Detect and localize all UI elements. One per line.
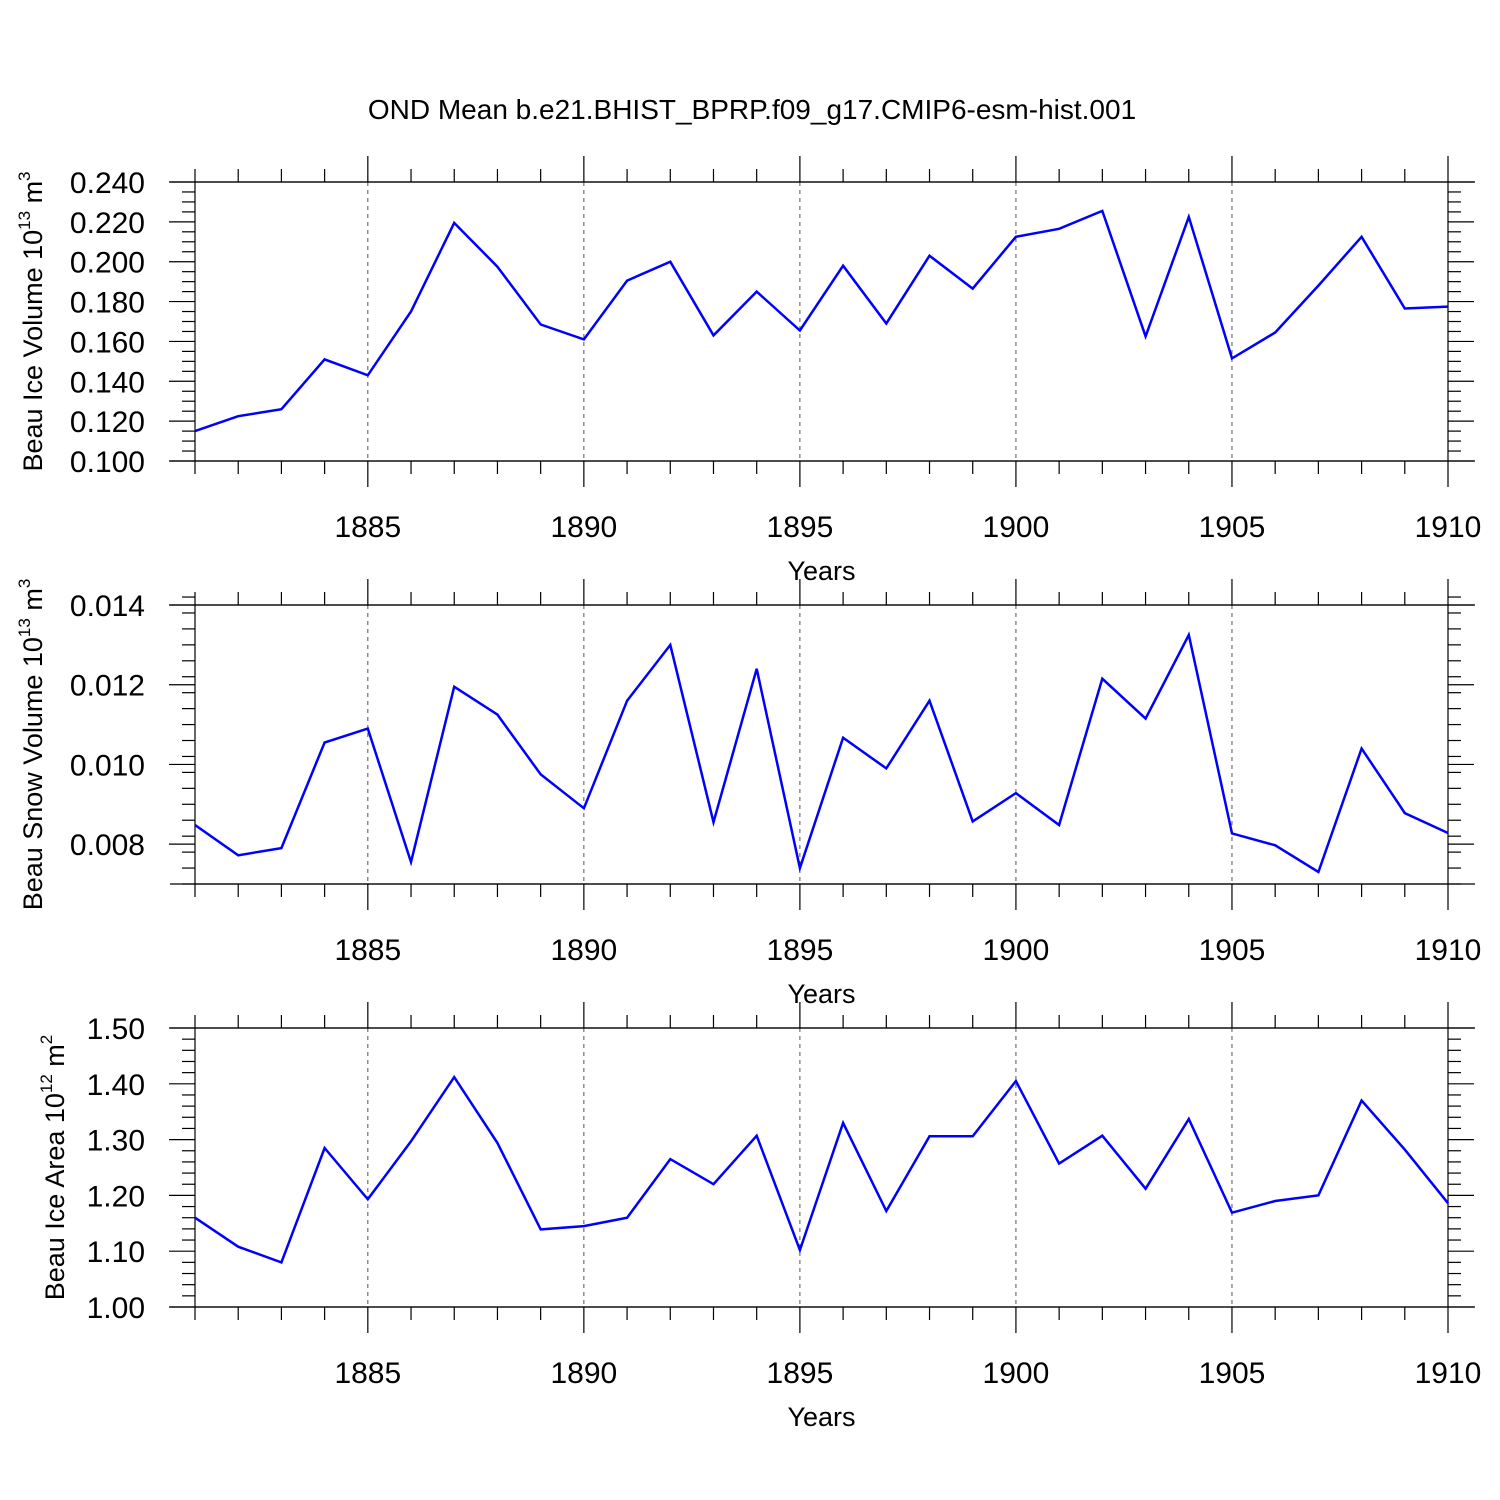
x-tick-label: 1890: [550, 934, 617, 967]
y-tick-label: 1.00: [87, 1292, 145, 1325]
y-label-unit-exponent: 3: [15, 579, 34, 588]
y-axis-label: Beau Ice Volume 1013 m3: [15, 171, 48, 471]
x-tick-label: 1885: [334, 1357, 401, 1390]
y-label-text: Beau Ice Volume 10: [18, 230, 48, 472]
x-axis-label: Years: [787, 556, 855, 586]
x-axis-label: Years: [787, 979, 855, 1009]
y-tick-label: 0.220: [70, 207, 145, 240]
x-tick-label: 1910: [1415, 511, 1482, 544]
y-tick-label: 0.140: [70, 366, 145, 399]
x-tick-label: 1885: [334, 511, 401, 544]
x-tick-label: 1905: [1199, 934, 1266, 967]
y-tick-label: 0.160: [70, 326, 145, 359]
y-label-unit-exponent: 3: [15, 171, 34, 180]
y-label-unit: m: [18, 181, 48, 211]
y-axis-label: Beau Snow Volume 1013 m3: [15, 579, 48, 911]
y-label-exponent: 12: [37, 1074, 56, 1093]
x-tick-label: 1900: [983, 1357, 1050, 1390]
x-tick-label: 1900: [983, 934, 1050, 967]
y-label-unit: m: [40, 1044, 70, 1074]
x-tick-label: 1895: [767, 934, 834, 967]
x-tick-label: 1910: [1415, 934, 1482, 967]
y-label-unit-exponent: 2: [37, 1035, 56, 1044]
y-label-unit: m: [18, 588, 48, 618]
y-tick-label: 1.30: [87, 1125, 145, 1158]
x-tick-label: 1900: [983, 511, 1050, 544]
y-tick-label: 0.008: [70, 829, 145, 862]
ice-volume-panel: 1885 1890 1895 1900 1905 1910 0.100 0.120 0.140 0…: [15, 156, 1481, 586]
x-axis-label: Years: [787, 1402, 855, 1432]
data-series-line: [194, 1074, 1449, 1264]
x-tick-label: 1890: [550, 511, 617, 544]
x-tick-label: 1905: [1199, 1357, 1266, 1390]
y-tick-label: 0.120: [70, 406, 145, 439]
y-tick-label: 0.200: [70, 247, 145, 280]
x-tick-label: 1910: [1415, 1357, 1482, 1390]
x-tick-label: 1890: [550, 1357, 617, 1390]
chart-title: OND Mean b.e21.BHIST_BPRP.f09_g17.CMIP6-…: [368, 94, 1136, 125]
data-series-line: [194, 631, 1449, 874]
y-label-exponent: 13: [15, 211, 34, 230]
y-tick-label: 0.010: [70, 749, 145, 782]
y-tick-label: 1.20: [87, 1180, 145, 1213]
x-tick-label: 1905: [1199, 511, 1266, 544]
y-axis-label: Beau Ice Area 1012 m2: [37, 1035, 70, 1301]
y-tick-label: 0.180: [70, 287, 145, 320]
x-tick-label: 1895: [767, 511, 834, 544]
x-tick-label: 1895: [767, 1357, 834, 1390]
ice-area-panel: 1885 1890 1895 1900 1905 1910 1.00 1.10 1.20 1.30…: [37, 1002, 1481, 1432]
y-tick-label: 0.012: [70, 670, 145, 703]
y-label-text: Beau Snow Volume 10: [18, 637, 48, 910]
y-tick-label: 0.100: [70, 446, 145, 479]
y-tick-label: 1.40: [87, 1069, 145, 1102]
y-tick-label: 0.240: [70, 167, 145, 200]
y-tick-label: 1.50: [87, 1013, 145, 1046]
y-label-exponent: 13: [15, 618, 34, 637]
y-tick-label: 0.014: [70, 590, 145, 623]
snow-volume-panel: 1885 1890 1895 1900 1905 1910 0.008 0.010 0.012 0…: [15, 579, 1481, 1009]
y-tick-label: 1.10: [87, 1236, 145, 1269]
data-series-line: [194, 209, 1449, 433]
x-tick-label: 1885: [334, 934, 401, 967]
y-label-text: Beau Ice Area 10: [40, 1093, 70, 1300]
